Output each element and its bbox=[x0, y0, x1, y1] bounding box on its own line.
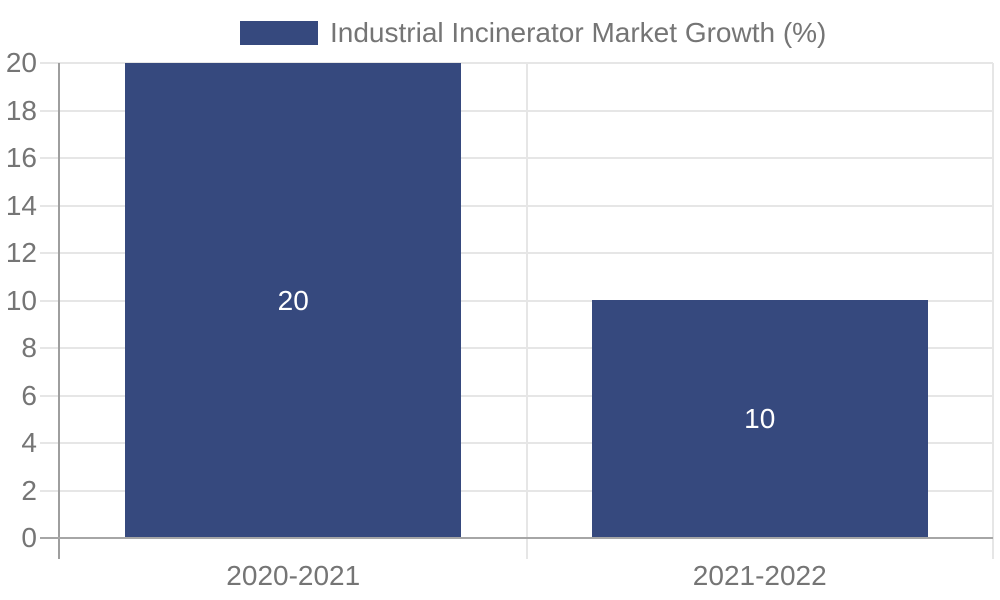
y-axis-line bbox=[58, 63, 60, 559]
category-boundary-line bbox=[526, 63, 528, 559]
gridline bbox=[40, 62, 993, 64]
gridline bbox=[40, 157, 993, 159]
gridline bbox=[40, 489, 993, 492]
gridline bbox=[40, 347, 993, 349]
y-tick-label: 6 bbox=[21, 379, 37, 411]
y-tick-label: 4 bbox=[21, 427, 37, 458]
y-tick-label: 8 bbox=[21, 332, 37, 363]
y-tick-label: 16 bbox=[5, 142, 37, 173]
y-tick-label: 20 bbox=[5, 47, 37, 78]
gridline bbox=[40, 204, 993, 207]
bar bbox=[125, 63, 461, 538]
gridline bbox=[40, 109, 993, 112]
plot-area: 20 10 bbox=[40, 62, 994, 559]
legend-label: Industrial Incinerator Market Growth (%) bbox=[330, 17, 827, 48]
x-tick-label: 2020-2021 bbox=[226, 560, 361, 591]
y-tick-label: 0 bbox=[21, 522, 37, 553]
x-axis-line bbox=[40, 537, 993, 539]
y-tick-label: 10 bbox=[5, 284, 37, 316]
y-tick-label: 14 bbox=[5, 189, 37, 221]
gridline bbox=[40, 299, 993, 302]
gridline bbox=[40, 252, 993, 254]
y-tick-label: 18 bbox=[5, 94, 37, 126]
bar bbox=[592, 300, 928, 538]
chart-legend: Industrial Incinerator Market Growth (%) bbox=[240, 19, 826, 47]
bar-value-label: 10 bbox=[744, 403, 776, 434]
gridline bbox=[40, 394, 993, 397]
y-tick-label: 12 bbox=[5, 237, 37, 268]
gridline bbox=[40, 442, 993, 444]
bar-value-label: 20 bbox=[277, 284, 309, 316]
category-boundary-line bbox=[992, 63, 994, 559]
x-tick-label: 2021-2022 bbox=[692, 560, 827, 591]
y-tick-label: 2 bbox=[21, 474, 37, 506]
legend-swatch bbox=[240, 21, 318, 45]
